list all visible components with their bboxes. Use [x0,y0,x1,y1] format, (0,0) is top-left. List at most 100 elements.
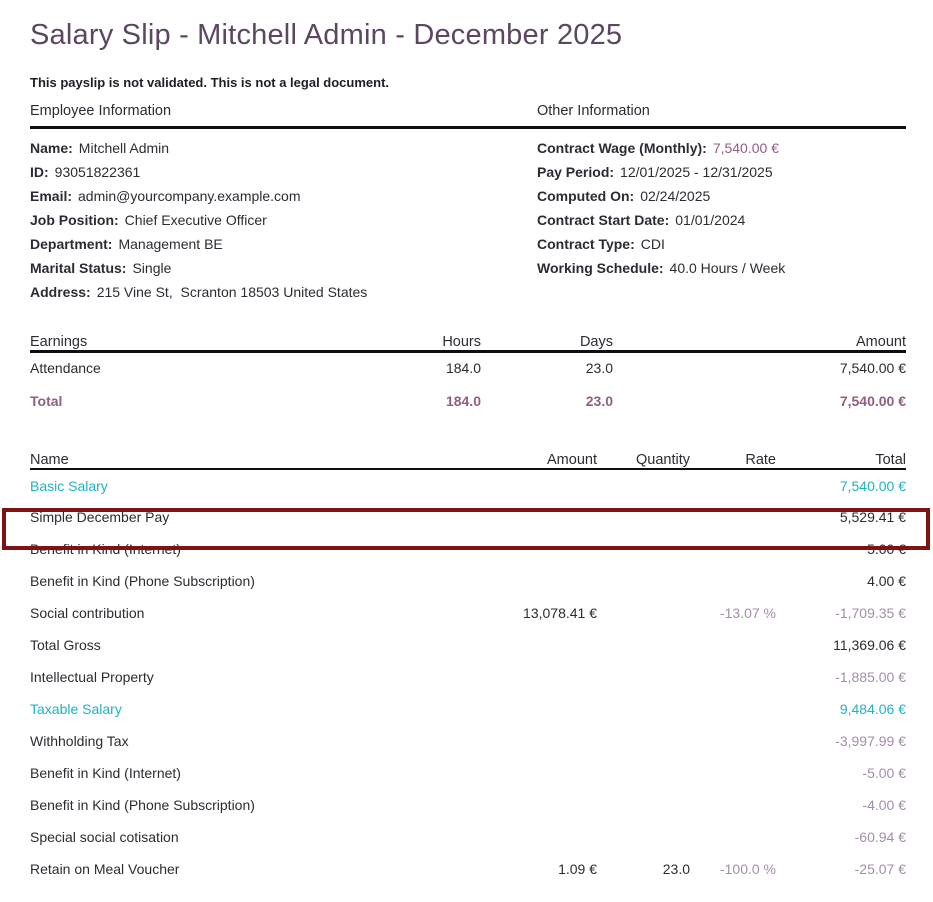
line-rate-cell: -100.0 % [719,861,776,877]
hours-col-header: Hours [330,328,481,353]
info-columns: Name: Mitchell Admin ID: 93051822361 Email… [30,136,906,304]
info-header-rule [30,126,906,129]
other-information-fields: Contract Wage (Monthly): 7,540.00 € Pay P… [537,136,906,304]
salary-line-row: Benefit in Kind (Internet) 5.00 € [30,533,906,565]
line-total-cell: -4.00 € [862,797,906,813]
line-total-cell: 5,529.41 € [839,509,906,525]
line-amount-cell [430,501,597,533]
salary-line-row: Benefit in Kind (Phone Subscription) -4.… [30,789,906,821]
salary-slip-document: Salary Slip - Mitchell Admin - December … [0,16,933,902]
line-name-cell: Withholding Tax [30,733,129,749]
info-field: Pay Period: 12/01/2025 - 12/31/2025 [537,160,906,184]
line-name-cell: Intellectual Property [30,669,154,685]
line-total-cell: 7,540.00 € [839,477,906,494]
earnings-name-cell: Total [30,392,63,409]
salary-line-row: Total Gross 11,369.06 € [30,629,906,661]
line-quantity-cell [597,597,690,629]
field-label: Working Schedule: [537,260,664,276]
line-total-cell: -5.00 € [862,765,906,781]
field-value: CDI [640,236,665,252]
field-label: Pay Period: [537,164,615,180]
line-amount-cell: 13,078.41 € [523,605,597,621]
field-value: admin@yourcompany.example.com [78,188,301,204]
line-name-cell: Taxable Salary [30,701,122,717]
field-value: 215 Vine St, Scranton 18503 United State… [96,284,368,300]
line-quantity-cell [597,565,690,597]
salary-line-row: Social contribution 13,078.41 € -13.07 %… [30,597,906,629]
info-field: Working Schedule: 40.0 Hours / Week [537,256,906,280]
line-amount-cell [430,533,597,565]
earnings-row: Attendance 184.0 23.0 7,540.00 € [30,351,906,384]
field-value: 02/24/2025 [640,188,711,204]
info-field: Email: admin@yourcompany.example.com [30,184,537,208]
field-label: ID: [30,164,49,180]
line-rate-cell [690,501,776,533]
field-label: Contract Type: [537,236,635,252]
field-label: Address: [30,284,91,300]
field-value: Chief Executive Officer [124,212,267,228]
field-value: 40.0 Hours / Week [669,260,786,276]
line-name-cell: Social contribution [30,605,145,621]
line-rate-cell [690,533,776,565]
salary-line-row: Withholding Tax -3,997.99 € [30,725,906,757]
validation-notice: This payslip is not validated. This is n… [30,75,390,90]
line-amount-cell [430,725,597,757]
line-rate-cell [690,757,776,789]
salary-line-row: Special social cotisation -60.94 € [30,821,906,853]
amount-col-header: Amount [613,328,906,353]
line-amount-cell [430,565,597,597]
info-field: Computed On: 02/24/2025 [537,184,906,208]
field-value: Single [132,260,172,276]
line-total-cell: -1,709.35 € [835,605,906,621]
info-field: Contract Type: CDI [537,232,906,256]
line-amount-cell [430,693,597,725]
info-field: Contract Start Date: 01/01/2024 [537,208,906,232]
earnings-row: Total 184.0 23.0 7,540.00 € [30,384,906,417]
line-total-cell: 9,484.06 € [839,701,906,717]
salary-line-row: Simple December Pay 5,529.41 € [30,501,906,533]
other-information-header: Other Information [537,103,650,119]
line-rate-cell [690,789,776,821]
line-rate-cell [690,469,776,501]
name-col-header: Name [30,443,430,470]
earnings-header-row: Earnings Hours Days Amount [30,328,906,353]
field-label: Contract Wage (Monthly): [537,140,707,156]
line-total-cell: 5.00 € [867,541,906,557]
line-name-cell: Benefit in Kind (Phone Subscription) [30,573,255,589]
line-total-cell: -3,997.99 € [835,733,906,749]
field-value: 01/01/2024 [675,212,746,228]
line-quantity-cell: 23.0 [662,861,690,877]
line-name-cell: Special social cotisation [30,829,179,845]
lines-header-row: Name Amount Quantity Rate Total [30,443,906,470]
quantity-col-header: Quantity [597,443,690,470]
line-rate-cell: -13.07 % [719,605,776,621]
info-section-headers: Employee Information Other Information [30,102,906,120]
page-title: Salary Slip - Mitchell Admin - December … [30,19,623,51]
line-rate-cell [690,693,776,725]
earnings-amount-cell: 7,540.00 € [839,392,906,409]
line-amount-cell [430,469,597,501]
field-value: 12/01/2025 - 12/31/2025 [620,164,773,180]
line-amount-cell [430,821,597,853]
line-total-cell: -25.07 € [854,861,906,877]
line-quantity-cell [597,757,690,789]
line-total-cell: 4.00 € [867,573,906,589]
line-rate-cell [690,821,776,853]
line-total-cell: -1,885.00 € [835,669,906,685]
line-name-cell: Retain on Meal Voucher [30,861,180,877]
earnings-col-header: Earnings [30,328,330,353]
line-total-cell: 11,369.06 € [833,637,906,653]
field-label: Job Position: [30,212,119,228]
line-quantity-cell [597,725,690,757]
field-value: Management BE [118,236,223,252]
salary-line-row: Basic Salary 7,540.00 € [30,469,906,501]
line-rate-cell [690,565,776,597]
line-amount-cell [430,661,597,693]
field-label: Name: [30,140,73,156]
field-label: Computed On: [537,188,635,204]
line-rate-cell [690,661,776,693]
salary-line-row: Taxable Salary 9,484.06 € [30,693,906,725]
line-rate-cell [690,629,776,661]
field-label: Department: [30,236,113,252]
info-field: Job Position: Chief Executive Officer [30,208,537,232]
